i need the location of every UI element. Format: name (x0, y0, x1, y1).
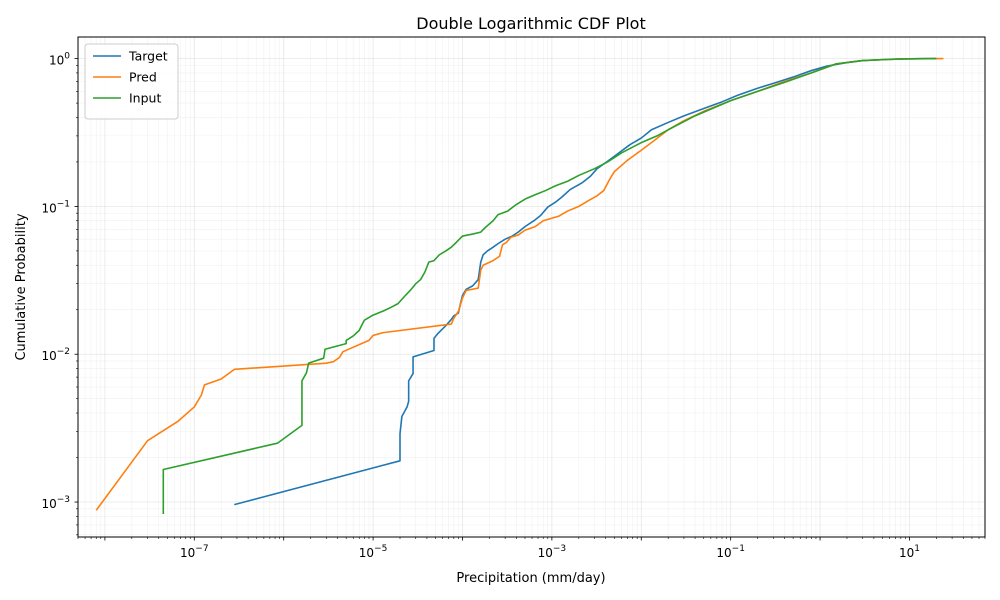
legend-label-input: Input (129, 91, 161, 106)
x-tick-label: 10−1 (716, 544, 745, 560)
x-tick-label: 10−7 (180, 544, 209, 560)
legend: Target Pred Input (84, 43, 179, 120)
series-line-pred (95, 57, 944, 511)
y-tick-label: 10−2 (41, 347, 70, 363)
legend-label-target: Target (128, 49, 168, 64)
y-tick-label: 10−1 (41, 199, 70, 215)
grid (77, 37, 986, 537)
series-line-input (162, 57, 937, 514)
x-tick-label: 10−5 (359, 544, 388, 560)
x-axis-label: Precipitation (mm/day) (456, 571, 605, 586)
y-axis-label: Cumulative Probability (14, 213, 29, 360)
x-tick-label: 10−3 (538, 544, 567, 560)
series-lines (95, 57, 944, 514)
plot-frame (77, 36, 986, 538)
axis-ticks: 10−7 10−5 10−3 10−1 101 10−3 10−2 10−1 100 (41, 52, 986, 560)
series-line-target (234, 57, 937, 506)
legend-label-pred: Pred (129, 70, 157, 85)
y-tick-label: 100 (49, 52, 70, 68)
y-tick-label: 10−3 (41, 495, 70, 511)
x-tick-label: 101 (899, 544, 920, 560)
legend-box (84, 43, 179, 120)
chart-title: Double Logarithmic CDF Plot (416, 14, 645, 33)
